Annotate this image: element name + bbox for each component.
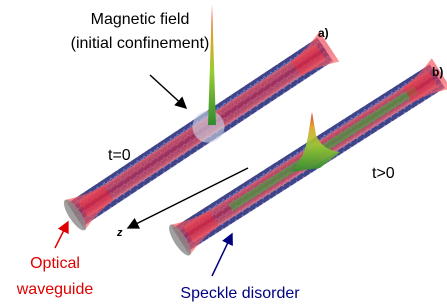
diagram: Magnetic field (initial confinement) a) … [0,0,447,306]
waveguide-label: waveguide [16,281,94,298]
disorder-arrow [212,234,232,276]
field-label: Magnetic field [91,11,190,28]
axis-label: z [116,227,123,239]
initial-peak [208,5,216,125]
panel-label: b) [432,65,443,79]
field-arrow [150,75,186,108]
field-label: (initial confinement) [71,35,210,52]
panel-label: a) [318,26,329,40]
time-label: t>0 [372,165,395,182]
time-label: t=0 [108,147,131,164]
disorder-label: Speckle disorder [180,285,300,302]
waveguide-label: Optical [30,255,80,272]
waveguide-a [60,32,339,234]
waveguide-arrow [55,222,68,248]
